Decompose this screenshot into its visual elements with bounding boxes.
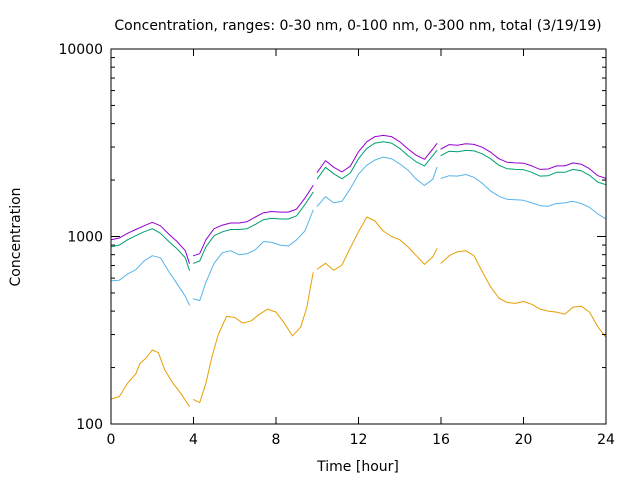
series-3-line-segment-2 [316, 134, 438, 173]
y-tick-label: 10000 [58, 42, 103, 58]
series-1-line-segment-2 [316, 156, 438, 207]
x-tick-label: 24 [597, 432, 615, 448]
x-tick-label: 12 [350, 432, 368, 448]
series-2-line-segment-0 [110, 228, 190, 271]
series-0-line-segment-2 [316, 216, 438, 271]
series-3-line-segment-0 [110, 221, 190, 264]
x-tick-label: 20 [515, 432, 533, 448]
series-3-line-segment-3 [440, 143, 607, 179]
y-tick-label: 100 [76, 417, 103, 433]
series-1-line-segment-3 [440, 174, 607, 220]
x-tick-label: 16 [432, 432, 450, 448]
series-layer [110, 134, 607, 407]
series-3-line-segment-1 [193, 185, 314, 257]
chart-title: Concentration, ranges: 0-30 nm, 0-100 nm… [114, 18, 601, 34]
y-tick-label: 1000 [67, 230, 103, 246]
x-tick-label: 0 [107, 432, 116, 448]
series-2-line-segment-2 [316, 141, 438, 180]
x-tick-label: 4 [189, 432, 198, 448]
series-0-line-segment-0 [110, 349, 190, 407]
x-axis: 0 4 8 12 16 20 24 [107, 49, 615, 448]
y-axis: 100 1000 10000 [58, 42, 606, 433]
x-tick-label: 8 [272, 432, 281, 448]
series-1-line-segment-1 [193, 209, 314, 302]
series-1-line-segment-0 [110, 255, 190, 306]
y-axis-label: Concentration [8, 187, 24, 286]
series-2-line-segment-3 [440, 149, 607, 186]
series-2-line-segment-1 [193, 191, 314, 264]
series-0-line-segment-3 [440, 250, 607, 338]
x-axis-label: Time [hour] [316, 459, 399, 475]
series-0-line-segment-1 [193, 272, 314, 404]
